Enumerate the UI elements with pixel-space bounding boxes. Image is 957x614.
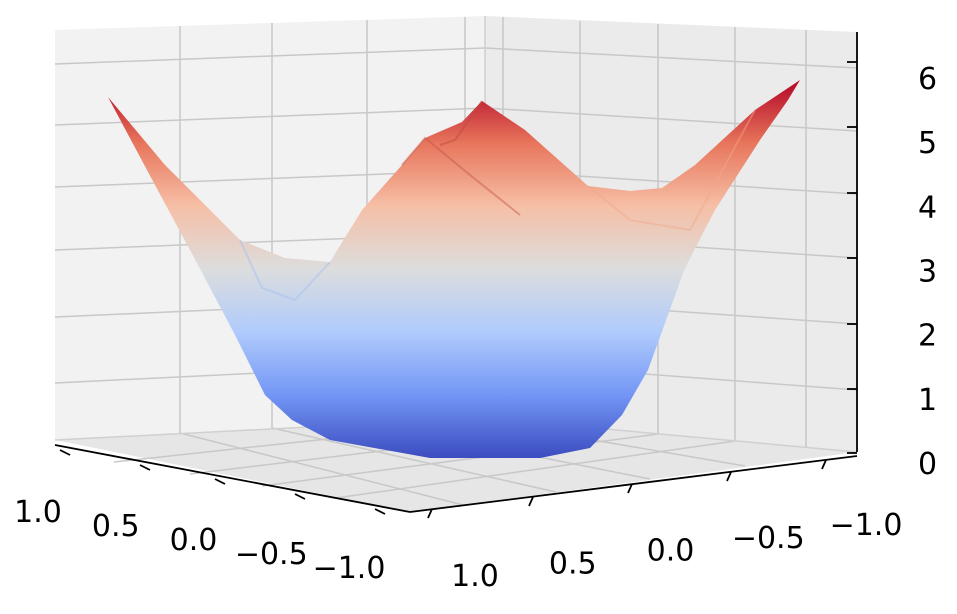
z-tick-label: 5 bbox=[918, 126, 937, 161]
surface-folds bbox=[239, 100, 756, 302]
x-tick-label: −1.0 bbox=[313, 551, 386, 586]
y-tick-label: 1.0 bbox=[451, 559, 499, 594]
y-tick-label: −1.0 bbox=[830, 508, 903, 543]
z-tick-label: 0 bbox=[918, 447, 937, 482]
z-tick-label: 2 bbox=[918, 319, 937, 354]
x-tick-label: −0.5 bbox=[235, 537, 308, 572]
z-tick-label: 1 bbox=[918, 383, 937, 418]
y-axis-ticks bbox=[427, 459, 827, 519]
x-tick-label: 1.0 bbox=[14, 495, 62, 530]
x-tick-label: 0.0 bbox=[170, 523, 218, 558]
y-tick-label: −0.5 bbox=[732, 521, 805, 556]
y-axis-line bbox=[409, 455, 858, 513]
floor-pane bbox=[55, 418, 857, 512]
y-tick-label: 0.5 bbox=[549, 546, 597, 581]
z-tick-label: 4 bbox=[918, 190, 937, 225]
z-tick-labels: 0 1 2 3 4 5 6 bbox=[918, 62, 937, 482]
x-tick-labels: 1.0 0.5 0.0 −0.5 −1.0 bbox=[14, 495, 385, 586]
x-tick-label: 0.5 bbox=[92, 509, 140, 544]
y-tick-label: 0.0 bbox=[647, 534, 695, 569]
z-tick-label: 6 bbox=[918, 62, 937, 97]
x-axis-ticks bbox=[59, 449, 386, 515]
x-axis-line bbox=[54, 444, 411, 513]
z-axis-ticks bbox=[847, 61, 857, 454]
z-tick-label: 3 bbox=[918, 255, 937, 290]
surface bbox=[108, 80, 800, 458]
y-tick-labels: 1.0 0.5 0.0 −0.5 −1.0 bbox=[451, 508, 902, 594]
